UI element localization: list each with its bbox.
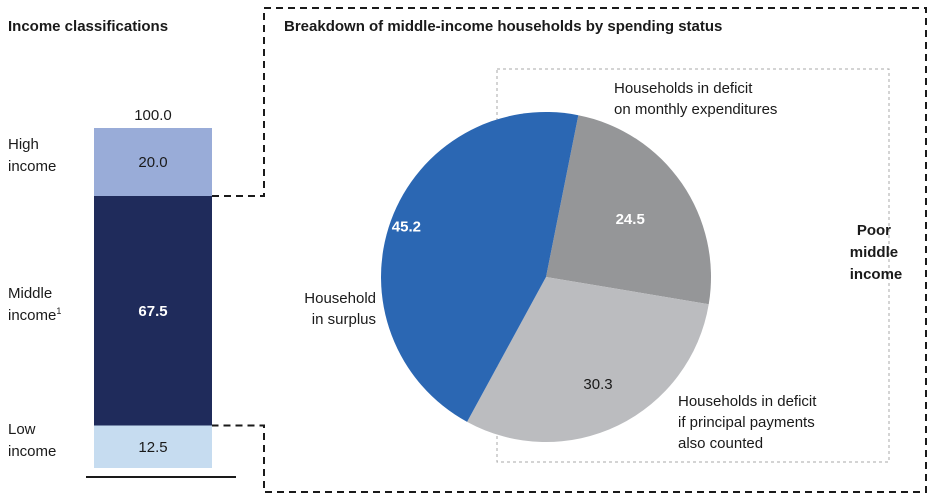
pie-category-label-line: Households in deficit (614, 80, 753, 97)
bar-category-label: Middle income1 (8, 285, 61, 324)
bar-segment-0 (94, 425, 212, 468)
bar-category-label-line: Low (8, 421, 36, 438)
bar-total-label: 100.0 (134, 107, 172, 124)
pie-category-label-line: Household (304, 290, 376, 307)
callout-dashed-border (212, 7, 927, 493)
bar-value-label: 12.5 (138, 439, 167, 456)
footnote-marker: 1 (56, 306, 61, 316)
bar-value-label: 67.5 (138, 303, 167, 320)
group-label-line: income (850, 266, 903, 283)
bar-category-label: High income (8, 136, 56, 175)
pie-category-label-line: also counted (678, 435, 763, 452)
bar-category-label-line: income (8, 443, 56, 460)
bar-category-label: Low income (8, 421, 56, 460)
bar-segment-1 (94, 196, 212, 426)
pie-slice-1 (467, 277, 709, 442)
pie-category-label-line: Households in deficit (678, 393, 817, 410)
bar-chart-title: Income classifications (8, 18, 168, 35)
pie-category-label: Household in surplus (304, 290, 376, 328)
bar-category-label-line: Middle (8, 285, 52, 302)
pie: 24.5 30.3 45.2 Households in deficit on mont… (304, 80, 817, 452)
bar-value-label: 20.0 (138, 154, 167, 171)
group-label-line: middle (850, 244, 898, 261)
group-label-line: Poor (857, 222, 891, 239)
pie-slice-0 (546, 115, 711, 305)
pie-category-label: Households in deficit if principal paymen… (678, 393, 817, 452)
pie-category-label: Households in deficit on monthly expendit… (614, 80, 777, 118)
group-label: Poor middle income (850, 222, 903, 283)
bar-category-label-line: income (8, 307, 56, 324)
pie-category-label-line: on monthly expenditures (614, 101, 777, 118)
bar-segment-2 (94, 128, 212, 196)
pie-slice-2 (381, 111, 579, 422)
poor-middle-income-group-box (496, 68, 890, 463)
pie-chart-title: Breakdown of middle-income households by… (284, 18, 722, 35)
bar-category-label-line: income (8, 158, 56, 175)
pie-category-label-line: if principal payments (678, 414, 815, 431)
pie-value-label: 24.5 (616, 211, 645, 228)
bar-category-label-line: High (8, 136, 39, 153)
pie-value-label: 45.2 (392, 218, 421, 235)
pie-category-label-line: in surplus (312, 311, 376, 328)
pie-value-label: 30.3 (583, 376, 612, 393)
